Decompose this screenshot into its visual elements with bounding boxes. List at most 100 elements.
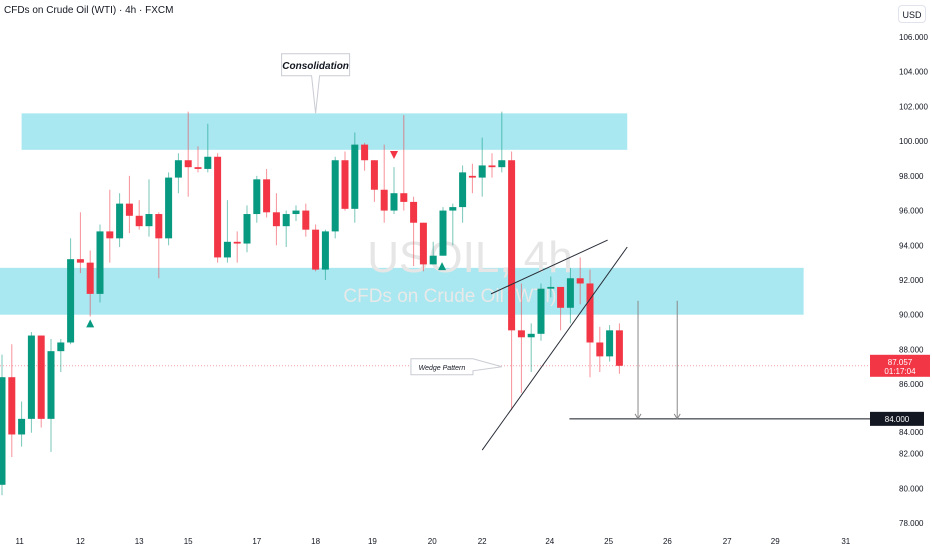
- consolidation-callout: [281, 53, 351, 114]
- candle-bullish: [566, 278, 574, 308]
- time-tick-label: 29: [771, 537, 780, 546]
- candle-bullish: [331, 160, 339, 232]
- candle-bullish: [165, 177, 173, 239]
- candle-bullish: [18, 418, 26, 435]
- resistance-zone: [21, 113, 628, 150]
- buy-signal-icon: [438, 262, 447, 271]
- candle-bullish: [96, 231, 104, 294]
- candle-bullish: [174, 160, 182, 178]
- time-tick-label: 24: [545, 537, 554, 546]
- candle-bullish: [204, 156, 212, 169]
- candle-bullish: [0, 377, 6, 485]
- candle-bearish: [8, 377, 16, 435]
- candle-bearish: [263, 179, 271, 213]
- candle-bullish: [145, 214, 153, 227]
- price-tick-label: 82.000: [899, 450, 924, 459]
- support-zone: [0, 267, 804, 315]
- wedge-trendline: [481, 246, 628, 451]
- candle-bearish: [302, 210, 310, 230]
- candle-bullish: [57, 342, 65, 352]
- candle-bearish: [557, 286, 565, 308]
- watermark-description: CFDs on Crude Oil (WTI): [343, 286, 556, 307]
- candle-bearish: [380, 189, 388, 211]
- consolidation-label: Consolidation: [282, 61, 349, 72]
- candle-bullish: [390, 193, 398, 211]
- candle-bearish: [596, 342, 604, 357]
- candle-bullish: [67, 259, 75, 343]
- time-tick-label: 22: [478, 537, 487, 546]
- price-tick-label: 100.000: [899, 137, 928, 146]
- candle-bearish: [576, 278, 584, 284]
- candle-bullish: [116, 203, 124, 239]
- candle-bearish: [312, 229, 320, 270]
- candle-bullish: [292, 210, 300, 215]
- candle-bearish: [233, 241, 241, 244]
- price-tick-label: 90.000: [899, 311, 924, 320]
- candle-bearish: [76, 259, 84, 263]
- price-tick-label: 88.000: [899, 345, 924, 354]
- chart-title: CFDs on Crude Oil (WTI) · 4h · FXCM: [4, 5, 174, 16]
- time-tick-label: 18: [311, 537, 320, 546]
- time-tick-label: 19: [368, 537, 377, 546]
- last-price-badge: [870, 354, 930, 377]
- time-tick-label: 12: [76, 537, 85, 546]
- time-tick-label: 31: [841, 537, 850, 546]
- price-tick-label: 104.000: [899, 68, 928, 77]
- candle-bullish: [478, 165, 486, 178]
- price-tick-label: 78.000: [899, 519, 924, 528]
- candle-bearish: [508, 160, 516, 331]
- candle-bearish: [410, 201, 418, 223]
- watermark-symbol: USOIL, 4h: [367, 233, 572, 282]
- price-tick-label: 92.000: [899, 276, 924, 285]
- candle-bearish: [272, 212, 280, 227]
- price-tick-label: 106.000: [899, 33, 928, 42]
- time-tick-label: 25: [604, 537, 613, 546]
- currency-button[interactable]: USD: [898, 5, 926, 23]
- candle-bearish: [214, 156, 222, 258]
- price-tick-label: 102.000: [899, 102, 928, 111]
- candle-bullish: [223, 241, 231, 258]
- candle-bullish: [498, 160, 506, 168]
- candle-bearish: [135, 215, 143, 227]
- target-price-badge: [870, 411, 924, 426]
- candle-bearish: [37, 335, 45, 419]
- candle-bullish: [547, 286, 555, 289]
- price-tick-label: 96.000: [899, 207, 924, 216]
- candle-bearish: [106, 231, 114, 239]
- candle-bearish: [615, 330, 623, 366]
- candle-bearish: [184, 160, 192, 168]
- candle-bullish: [27, 335, 35, 419]
- price-tick-label: 94.000: [899, 241, 924, 250]
- candle-bearish: [341, 160, 349, 209]
- candle-bearish: [419, 222, 427, 265]
- candle-bullish: [459, 172, 467, 208]
- buy-signal-icon: [86, 319, 95, 328]
- time-tick-label: 17: [252, 537, 261, 546]
- candle-bearish: [370, 160, 378, 190]
- last-price-value: 87.057: [888, 358, 913, 367]
- price-tick-label: 98.000: [899, 172, 924, 181]
- wedge-trendline: [490, 239, 608, 295]
- candle-bearish: [86, 262, 94, 294]
- candle-bullish: [282, 214, 290, 227]
- candle-bullish: [439, 210, 447, 256]
- time-tick-label: 15: [184, 537, 193, 546]
- candle-bearish: [488, 165, 496, 168]
- time-tick-label: 27: [723, 537, 732, 546]
- price-tick-label: 80.000: [899, 484, 924, 493]
- candle-bearish: [517, 330, 525, 338]
- candle-bullish: [253, 179, 261, 215]
- candle-bearish: [125, 203, 133, 216]
- wedge-pattern-callout: [410, 358, 502, 376]
- candle-bullish: [429, 255, 437, 265]
- candle-bearish: [361, 144, 369, 161]
- arrow-head-icon: [673, 413, 681, 420]
- wedge-pattern-label: Wedge Pattern: [419, 365, 466, 372]
- candle-bearish: [194, 167, 202, 169]
- price-axis[interactable]: 106.000 104.000 102.000 100.000 98.000 96.000…: [899, 33, 928, 528]
- arrow-head-icon: [634, 413, 642, 420]
- time-tick-label: 26: [663, 537, 672, 546]
- time-tick-label: 20: [428, 537, 437, 546]
- time-axis[interactable]: 11 12 13 15 17 18 19 20 22 24 25 26 27 29 31: [15, 537, 850, 546]
